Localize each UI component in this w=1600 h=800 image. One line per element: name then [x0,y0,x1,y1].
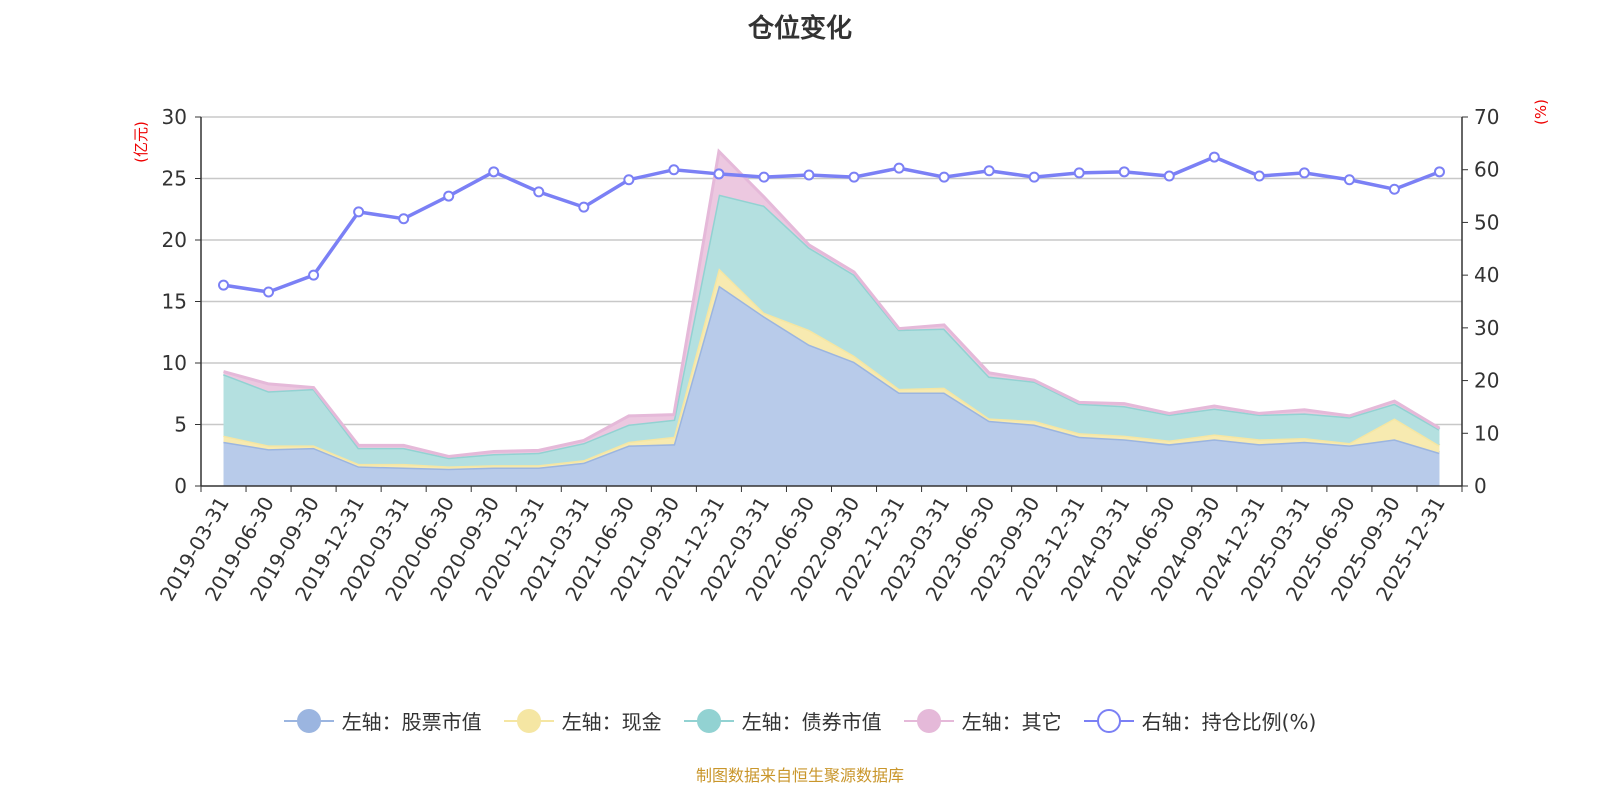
data-point [1208,151,1220,163]
y-left-tick-label: 30 [162,105,187,129]
legend-item[interactable]: 左轴：股票市值 [283,706,482,735]
legend-item[interactable]: 左轴：债券市值 [683,706,882,735]
y-left-tick-label: 20 [162,228,187,252]
legend-symbol-icon [503,708,554,733]
data-point [848,171,860,183]
y-left-tick-label: 25 [162,167,187,191]
legend-item[interactable]: 右轴：持仓比例(%) [1083,706,1317,735]
y-right-tick-label: 40 [1474,263,1499,287]
y-right-tick-label: 30 [1474,316,1499,340]
legend-item[interactable]: 左轴：其它 [903,706,1062,735]
data-point [488,166,500,178]
legend: 左轴：股票市值 左轴：现金 左轴：债券市值 左轴：其它 右轴：持仓比例(%) [0,706,1600,735]
data-point [1253,170,1265,182]
data-point [668,164,680,176]
legend-label: 左轴：现金 [561,710,662,734]
y-right-tick-label: 50 [1474,210,1499,234]
data-point [983,165,995,177]
data-point [1118,166,1130,178]
data-point [1388,183,1400,195]
y-right-axis-label: (%) [1532,99,1550,125]
legend-item[interactable]: 左轴：现金 [503,706,662,735]
legend-label: 右轴：持仓比例(%) [1141,710,1317,734]
y-right-tick-label: 10 [1474,421,1499,445]
legend-label: 左轴：其它 [961,710,1062,734]
legend-label: 左轴：债券市值 [741,710,882,734]
y-right-tick-label: 60 [1474,158,1499,182]
data-point [353,206,365,218]
area-line-左轴：其它 [223,148,1441,458]
y-right-tick-label: 0 [1474,474,1487,498]
area-左轴：债券市值 [223,194,1440,467]
y-left-tick-label: 15 [162,290,187,314]
y-left-tick-label: 5 [174,413,187,437]
y-left-tick-label: 0 [174,474,187,498]
data-point [713,168,725,180]
data-point [1073,167,1085,179]
legend-symbol-icon [903,708,954,733]
data-point [398,213,410,225]
data-point [1028,171,1040,183]
y-left-axis-label: (亿元) [132,121,150,163]
y-left-tick-label: 10 [162,351,187,375]
chart-canvas: 051015202530010203040506070(亿元)(%)2019-0… [132,99,1550,605]
data-point [938,171,950,183]
data-point [443,190,455,202]
data-point [578,201,590,213]
data-point [758,171,770,183]
y-right-tick-label: 20 [1474,369,1499,393]
line-右轴：持仓比例(%) [223,155,1441,294]
data-point [1298,167,1310,179]
area-左轴：股票市值 [223,285,1440,486]
data-source-footer: 制图数据来自恒生聚源数据库 [695,766,904,785]
data-point [803,169,815,181]
data-point [623,174,635,186]
data-point [308,269,320,281]
legend-symbol-icon [683,708,734,733]
data-point [1343,174,1355,186]
chart-title: 仓位变化 [747,14,852,44]
legend-label: 左轴：股票市值 [341,710,482,734]
legend-symbol-icon [283,708,334,733]
data-point [263,286,275,298]
legend-symbol-icon [1083,708,1134,733]
data-point [533,186,545,198]
y-right-tick-label: 70 [1474,105,1499,129]
data-point [893,162,905,174]
data-point [218,279,230,291]
data-point [1163,170,1175,182]
data-point [1433,166,1445,178]
